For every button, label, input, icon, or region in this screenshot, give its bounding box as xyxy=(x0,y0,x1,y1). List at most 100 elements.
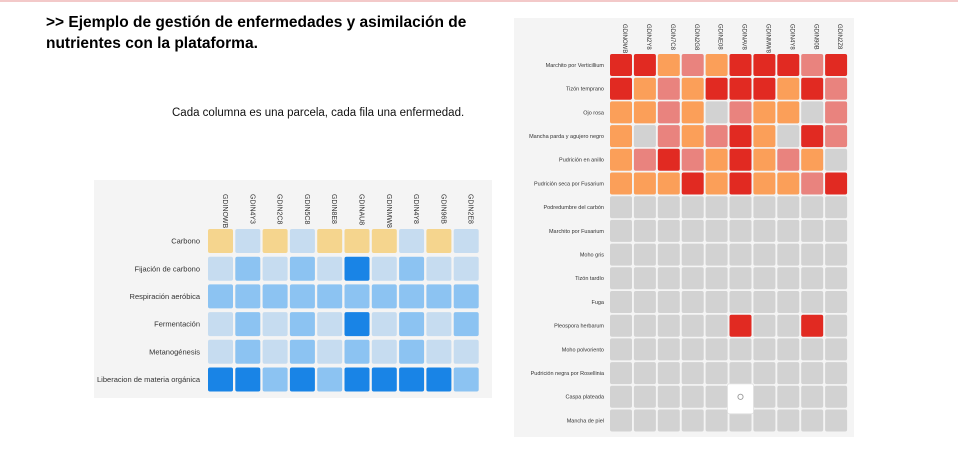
disease-cell[interactable] xyxy=(801,219,824,242)
nutrient-cell[interactable] xyxy=(208,367,233,392)
disease-cell[interactable] xyxy=(729,314,752,337)
disease-cell[interactable] xyxy=(657,196,680,219)
nutrient-cell[interactable] xyxy=(344,284,370,309)
nutrient-cell[interactable] xyxy=(453,229,479,253)
disease-cell[interactable] xyxy=(633,196,656,219)
disease-cell[interactable] xyxy=(633,77,656,100)
nutrient-cell[interactable] xyxy=(262,229,288,253)
nutrient-cell[interactable] xyxy=(262,284,288,309)
disease-cell[interactable] xyxy=(657,101,680,124)
disease-cell[interactable] xyxy=(801,338,824,361)
nutrient-cell[interactable] xyxy=(289,229,315,253)
nutrient-cell[interactable] xyxy=(235,256,261,281)
disease-cell[interactable] xyxy=(777,338,800,361)
disease-cell[interactable] xyxy=(825,219,848,242)
disease-cell[interactable] xyxy=(801,314,824,337)
disease-cell[interactable] xyxy=(633,148,656,171)
nutrient-cell[interactable] xyxy=(317,367,343,392)
disease-cell[interactable] xyxy=(657,172,680,195)
disease-cell[interactable] xyxy=(801,291,824,313)
nutrient-cell[interactable] xyxy=(262,339,288,364)
disease-cell[interactable] xyxy=(825,338,848,361)
disease-cell[interactable] xyxy=(729,101,752,124)
disease-cell[interactable] xyxy=(657,243,680,266)
disease-cell[interactable] xyxy=(657,291,680,313)
nutrient-cell[interactable] xyxy=(289,367,315,392)
nutrient-cell[interactable] xyxy=(344,229,370,253)
disease-cell[interactable] xyxy=(681,267,704,290)
nutrient-cell[interactable] xyxy=(371,312,397,337)
nutrient-cell[interactable] xyxy=(317,256,343,281)
nutrient-cell[interactable] xyxy=(399,256,425,281)
disease-cell[interactable] xyxy=(753,196,776,219)
disease-cell[interactable] xyxy=(705,243,728,266)
disease-cell[interactable] xyxy=(825,385,848,408)
disease-cell[interactable] xyxy=(729,291,752,313)
disease-cell[interactable] xyxy=(729,243,752,266)
disease-cell[interactable] xyxy=(633,219,656,242)
disease-cell[interactable] xyxy=(610,243,632,266)
nutrient-cell[interactable] xyxy=(208,256,233,281)
disease-cell[interactable] xyxy=(801,267,824,290)
disease-cell[interactable] xyxy=(705,291,728,313)
disease-cell[interactable] xyxy=(633,385,656,408)
disease-cell[interactable] xyxy=(801,243,824,266)
disease-cell[interactable] xyxy=(705,196,728,219)
disease-cell[interactable] xyxy=(825,314,848,337)
disease-cell[interactable] xyxy=(657,385,680,408)
nutrient-cell[interactable] xyxy=(344,256,370,281)
disease-cell[interactable] xyxy=(657,148,680,171)
disease-cell[interactable] xyxy=(801,409,824,432)
nutrient-cell[interactable] xyxy=(399,229,425,253)
disease-cell[interactable] xyxy=(825,101,848,124)
disease-cell[interactable] xyxy=(729,77,752,100)
disease-cell[interactable] xyxy=(681,243,704,266)
disease-cell[interactable] xyxy=(610,338,632,361)
disease-cell[interactable] xyxy=(610,291,632,313)
nutrient-cell[interactable] xyxy=(426,284,452,309)
disease-cell[interactable] xyxy=(610,77,632,100)
disease-cell[interactable] xyxy=(729,172,752,195)
disease-cell[interactable] xyxy=(681,385,704,408)
disease-cell[interactable] xyxy=(610,196,632,219)
disease-cell[interactable] xyxy=(657,314,680,337)
disease-cell[interactable] xyxy=(777,77,800,100)
nutrient-cell[interactable] xyxy=(453,339,479,364)
disease-cell[interactable] xyxy=(801,77,824,100)
disease-cell[interactable] xyxy=(801,385,824,408)
nutrient-cell[interactable] xyxy=(371,284,397,309)
nutrient-cell[interactable] xyxy=(289,339,315,364)
nutrient-cell[interactable] xyxy=(208,284,233,309)
disease-cell[interactable] xyxy=(610,101,632,124)
nutrient-cell[interactable] xyxy=(344,312,370,337)
disease-cell[interactable] xyxy=(681,172,704,195)
disease-cell[interactable] xyxy=(705,172,728,195)
disease-cell[interactable] xyxy=(777,54,800,76)
disease-cell[interactable] xyxy=(777,267,800,290)
disease-cell[interactable] xyxy=(657,267,680,290)
disease-cell[interactable] xyxy=(705,77,728,100)
disease-cell[interactable] xyxy=(633,54,656,76)
nutrient-cell[interactable] xyxy=(426,367,452,392)
nutrient-cell[interactable] xyxy=(399,284,425,309)
disease-cell[interactable] xyxy=(825,409,848,432)
disease-cell[interactable] xyxy=(705,314,728,337)
nutrient-cell[interactable] xyxy=(235,312,261,337)
disease-cell[interactable] xyxy=(657,77,680,100)
disease-cell[interactable] xyxy=(657,54,680,76)
disease-cell[interactable] xyxy=(633,125,656,148)
disease-cell[interactable] xyxy=(610,385,632,408)
disease-cell[interactable] xyxy=(610,362,632,385)
disease-cell[interactable] xyxy=(681,125,704,148)
nutrient-cell[interactable] xyxy=(235,339,261,364)
disease-cell[interactable] xyxy=(777,101,800,124)
disease-cell[interactable] xyxy=(633,172,656,195)
disease-cell[interactable] xyxy=(753,101,776,124)
disease-cell[interactable] xyxy=(825,362,848,385)
disease-cell[interactable] xyxy=(753,219,776,242)
disease-cell[interactable] xyxy=(825,148,848,171)
disease-cell[interactable] xyxy=(705,125,728,148)
nutrient-cell[interactable] xyxy=(399,339,425,364)
disease-cell[interactable] xyxy=(633,243,656,266)
nutrient-cell[interactable] xyxy=(262,256,288,281)
